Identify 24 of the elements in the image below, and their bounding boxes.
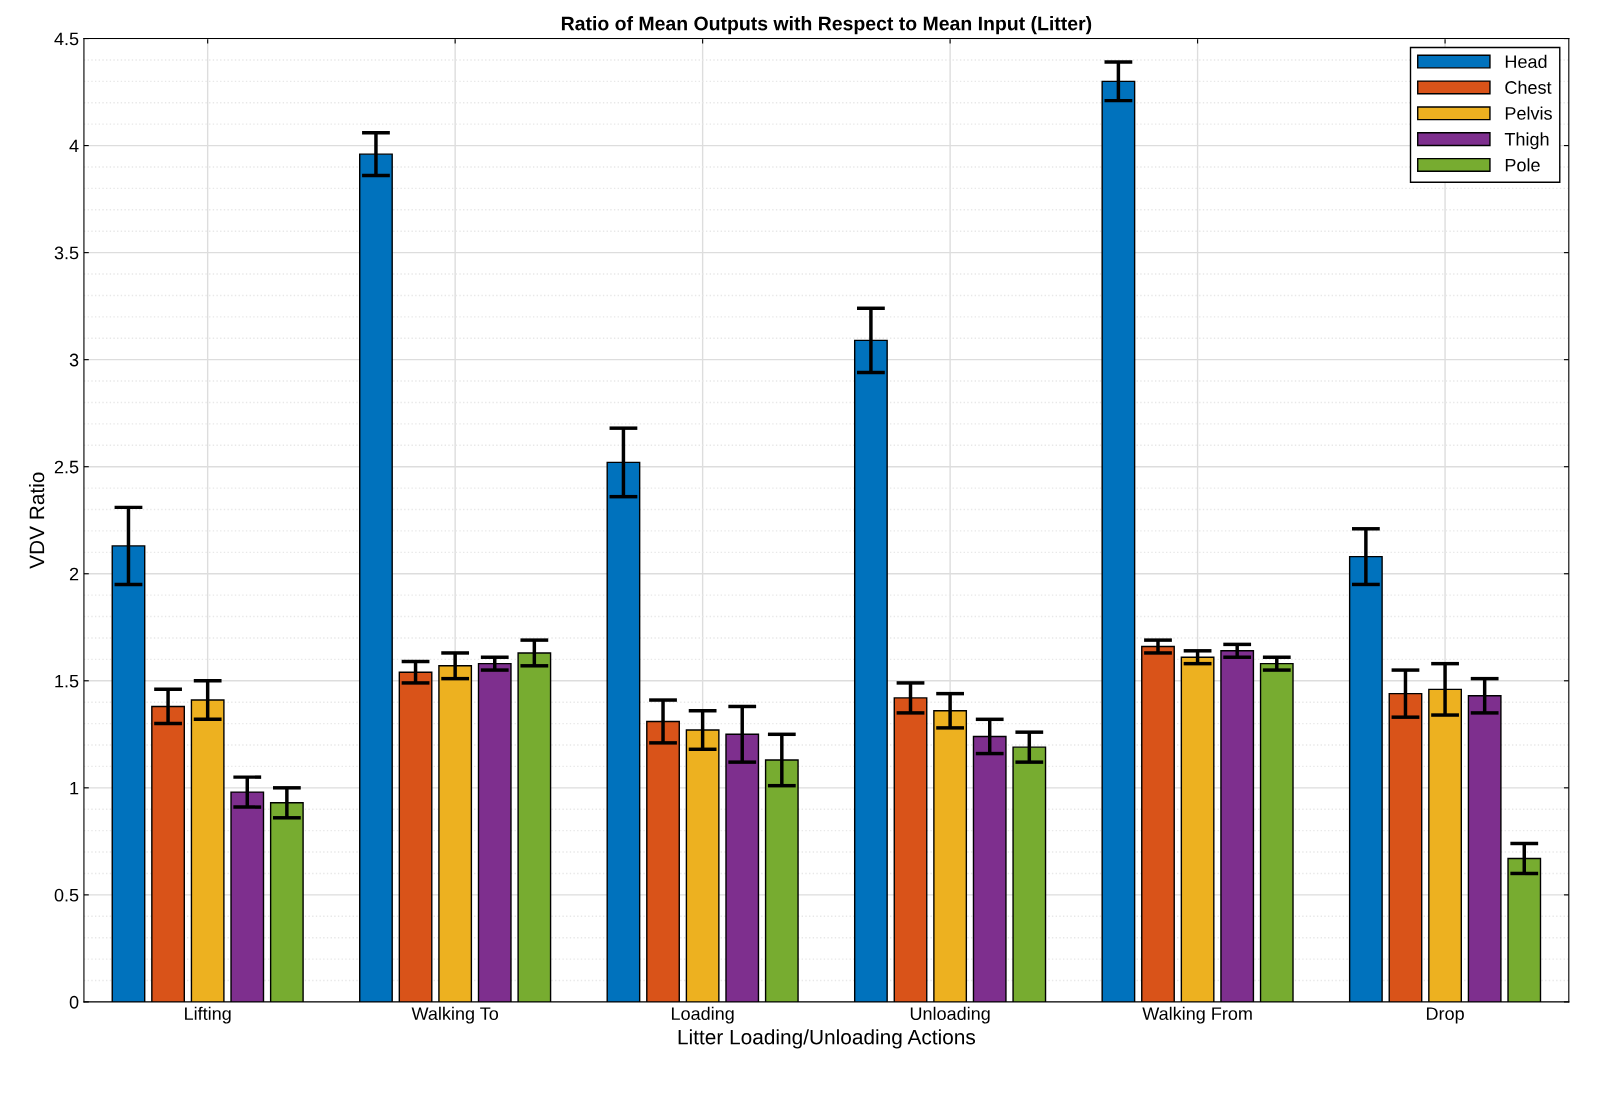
x-tick-label: Loading bbox=[671, 1006, 734, 1024]
legend-label: Thigh bbox=[1504, 132, 1549, 150]
y-tick-label: 3.5 bbox=[54, 246, 79, 260]
legend-label: Pelvis bbox=[1505, 106, 1552, 120]
x-tick-label: Drop bbox=[1426, 1007, 1464, 1024]
y-tick-label: 2.5 bbox=[54, 460, 79, 474]
x-tick-label: Walking From bbox=[1142, 1006, 1252, 1024]
y-tick-label: 0.5 bbox=[54, 888, 79, 902]
chart-title: Ratio of Mean Outputs with Respect to Mean Input (Litter) bbox=[561, 16, 1092, 35]
y-tick-label: 0 bbox=[69, 995, 79, 1009]
legend-label: Head bbox=[1505, 54, 1547, 69]
y-axis-title: VDV Ratio bbox=[28, 472, 45, 569]
y-tick-label: 3 bbox=[69, 353, 79, 367]
x-tick-label: Unloading bbox=[910, 1006, 990, 1024]
x-axis-title: Litter Loading/Unloading Actions bbox=[678, 1029, 976, 1049]
legend-label: Pole bbox=[1505, 158, 1540, 172]
y-tick-label: 1.5 bbox=[55, 674, 79, 688]
y-tick-label: 2 bbox=[69, 567, 79, 581]
x-tick-label: Lifting bbox=[185, 1006, 231, 1024]
y-tick-label: 4 bbox=[69, 139, 79, 153]
y-tick-label: 4.5 bbox=[54, 32, 79, 46]
x-tick-label: Walking To bbox=[411, 1006, 499, 1024]
legend-label: Chest bbox=[1505, 80, 1552, 94]
y-tick-label: 1 bbox=[70, 781, 79, 795]
